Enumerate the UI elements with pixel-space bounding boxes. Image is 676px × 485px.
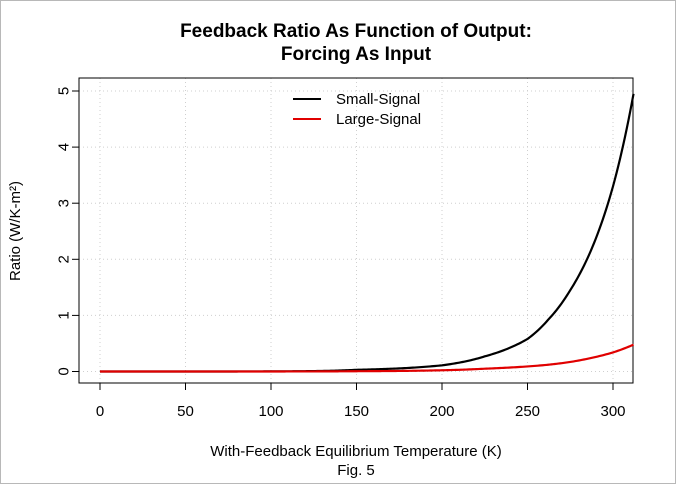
series-group xyxy=(100,93,635,373)
x-tick-label: 0 xyxy=(96,403,104,420)
y-tick-label: 2 xyxy=(55,255,72,263)
legend-label-large-signal: Large-Signal xyxy=(336,111,421,128)
y-tick-label: 3 xyxy=(55,199,72,207)
y-axis-label: Ratio (W/K-m²) xyxy=(7,181,24,281)
figure-caption: Fig. 5 xyxy=(337,462,375,479)
x-tick-label: 250 xyxy=(515,403,540,420)
legend: Small-Signal Large-Signal xyxy=(293,91,421,128)
legend-label-small-signal: Small-Signal xyxy=(336,91,420,108)
x-tick-label: 50 xyxy=(177,403,194,420)
x-axis: 0 50 100 150 200 250 300 xyxy=(96,383,626,420)
y-tick-label: 0 xyxy=(55,367,72,375)
series-line-large-signal xyxy=(100,343,634,373)
x-axis-label: With-Feedback Equilibrium Temperature (K… xyxy=(210,443,502,460)
x-tick-label: 200 xyxy=(429,403,454,420)
series-line-small-signal xyxy=(100,93,635,373)
x-tick-label: 150 xyxy=(344,403,369,420)
y-tick-label: 4 xyxy=(55,143,72,151)
x-tick-label: 300 xyxy=(600,403,625,420)
y-axis: 0 1 2 3 4 5 xyxy=(55,87,79,376)
y-tick-label: 1 xyxy=(55,311,72,319)
y-tick-label: 5 xyxy=(55,87,72,95)
x-tick-label: 100 xyxy=(258,403,283,420)
chart-title-line-2: Forcing As Input xyxy=(281,44,432,65)
chart-title-line-1: Feedback Ratio As Function of Output: xyxy=(180,21,532,42)
